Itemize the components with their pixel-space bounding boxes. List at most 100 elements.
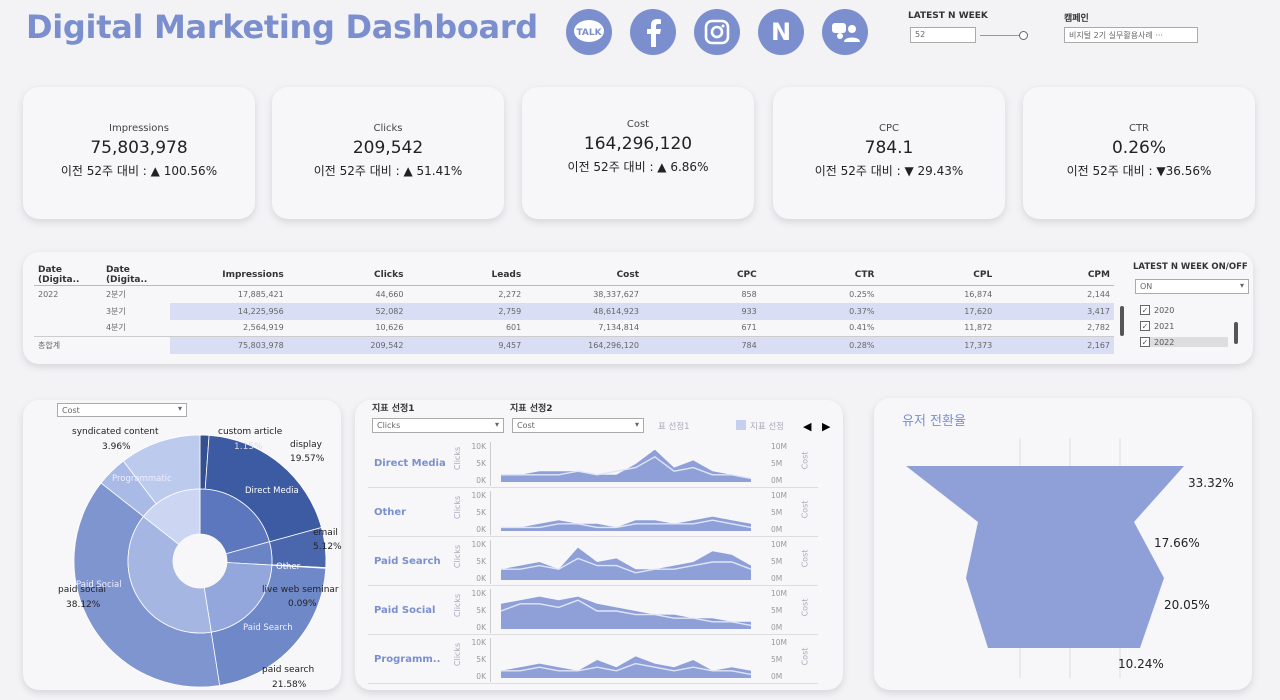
left-tick-label: 10K	[471, 638, 486, 647]
table-cell: 2,759	[407, 302, 526, 320]
trend-row: Programm.. Clicks 10K 5K 0K 10M 5M 0M Cost	[368, 636, 818, 684]
col-header-clicks[interactable]: Clicks	[287, 265, 408, 286]
filter-scrollbar[interactable]	[1234, 322, 1238, 344]
right-tick-label: 0M	[771, 525, 783, 534]
metric-trend-panel	[355, 400, 843, 690]
page-title: Digital Marketing Dashboard	[26, 8, 538, 46]
left-tick-label: 0K	[476, 525, 486, 534]
right-tick-label: 5M	[771, 655, 783, 664]
trend-area	[501, 449, 751, 482]
right-axis-label: Cost	[800, 500, 810, 519]
right-tick-label: 0M	[771, 574, 783, 583]
sunburst-inner-ring	[127, 488, 273, 634]
right-tick-label: 10M	[771, 589, 788, 598]
table-scrollbar[interactable]	[1120, 306, 1124, 336]
kpi-label: CTR	[1128, 123, 1150, 134]
kpi-value: 0.26%	[1111, 138, 1166, 158]
left-tick-label: 10K	[471, 540, 486, 549]
checkbox-icon[interactable]: ✓	[1140, 321, 1150, 331]
table-cell: 2,782	[1087, 323, 1110, 333]
table-cell: 44,660	[375, 289, 404, 299]
instagram-icon[interactable]	[694, 9, 740, 55]
table-cell-date	[34, 303, 102, 320]
year-checkbox-2022[interactable]: ✓ 2022	[1140, 337, 1228, 347]
trend-sparkline	[490, 589, 752, 633]
col-header-date1[interactable]: Date (Digita..	[34, 265, 102, 286]
pct-display: 19.57%	[290, 454, 325, 464]
table-cell: 17,373	[878, 336, 997, 354]
naver-icon[interactable]: N	[758, 9, 804, 55]
table-cell: 2,167	[996, 336, 1114, 354]
left-axis-label: Clicks	[453, 495, 463, 520]
trend-line	[500, 599, 752, 627]
campaign-select[interactable]: 비지털 2기 실무활용사례 ···	[1064, 27, 1198, 43]
table-cell: 75,803,978	[169, 336, 288, 354]
checkbox-icon[interactable]: ✓	[1140, 305, 1150, 315]
week-slider-track[interactable]	[980, 35, 1024, 36]
col-header-cpc[interactable]: CPC	[643, 265, 761, 286]
inner-label-paid-social: Paid Social	[76, 580, 122, 590]
right-tick-label: 10M	[771, 491, 788, 500]
kpi-value: 784.1	[864, 138, 914, 158]
col-header-cpm[interactable]: CPM	[996, 265, 1114, 286]
trend-row-label: Programm..	[374, 654, 441, 665]
col-header-cost[interactable]: Cost	[525, 265, 644, 286]
right-axis-label: Cost	[800, 598, 810, 617]
latest-n-week-input[interactable]: 52	[910, 27, 976, 43]
scroll-right-icon[interactable]: ▶	[822, 420, 831, 433]
filter-select[interactable]: ON ▾	[1135, 279, 1249, 294]
scroll-left-icon[interactable]: ◀	[803, 420, 812, 433]
table-row[interactable]: 2022 2분기 17,885,421 44,660 2,272 38,337,627 85…	[34, 286, 1114, 303]
metric-select1[interactable]: Clicks ▾	[372, 418, 504, 433]
facebook-icon[interactable]	[630, 9, 676, 55]
table-cell: 164,296,120	[525, 336, 644, 354]
chevron-down-icon: ▾	[494, 420, 499, 429]
left-tick-label: 5K	[476, 557, 486, 566]
left-axis-label: Clicks	[453, 642, 463, 667]
filter-label: LATEST N WEEK ON/OFF	[1133, 262, 1248, 272]
table-row[interactable]: 3분기 14,225,956 52,082 2,759 48,614,923 933 0.3…	[34, 302, 1114, 320]
table-row[interactable]: 4분기 2,564,919 10,626 601 7,134,814 671 0.41% 11…	[34, 320, 1114, 337]
year-checkbox-2020[interactable]: ✓ 2020	[1140, 305, 1174, 315]
col-header-leads[interactable]: Leads	[407, 265, 526, 286]
right-tick-label: 0M	[771, 476, 783, 485]
trend-sparkline	[490, 491, 752, 535]
pct-paid-social: 38.12%	[66, 600, 101, 610]
col-header-cpl[interactable]: CPL	[878, 265, 997, 286]
left-axis-label: Clicks	[453, 544, 463, 569]
trend-sparkline	[490, 540, 752, 584]
label-custom-article: custom article	[218, 427, 283, 437]
funnel-stage-1: 33.32%	[1188, 476, 1234, 490]
funnel-title: 유저 전환율	[902, 414, 966, 429]
kpi-value: 164,296,120	[583, 134, 693, 154]
metric-select2[interactable]: Cost ▾	[512, 418, 644, 433]
table-cell: 3,417	[996, 302, 1114, 320]
table-cell: 0.28%	[760, 336, 879, 354]
left-tick-label: 0K	[476, 574, 486, 583]
select-value: Clicks	[377, 421, 401, 430]
week-slider-handle[interactable]	[1019, 31, 1028, 40]
chevron-down-icon: ▾	[634, 420, 639, 429]
trend-sparkline	[490, 638, 752, 682]
year-label: 2022	[1154, 337, 1175, 347]
table-total-row[interactable]: 총합계 75,803,978 209,542 9,457 164,296,120 784 0…	[34, 336, 1114, 354]
col-header-impressions[interactable]: Impressions	[169, 265, 288, 286]
year-checkbox-2021[interactable]: ✓ 2021	[1140, 321, 1174, 331]
left-tick-label: 5K	[476, 655, 486, 664]
table-cell: 601	[505, 323, 522, 333]
checkbox-icon[interactable]: ✓	[1140, 337, 1150, 347]
kpi-label: Cost	[626, 119, 650, 130]
col-header-date2[interactable]: Date (Digita..	[101, 265, 170, 286]
funnel-stage-4: 10.24%	[1118, 657, 1164, 671]
kpi-card-ctr: CTR 0.26% 이전 52주 대비 : ▼36.56%	[1023, 87, 1255, 219]
legend-swatch-icon	[736, 420, 746, 430]
sunburst-metric-select[interactable]: Cost ▾	[57, 403, 187, 417]
filter-select-value: ON	[1140, 282, 1153, 291]
community-icon[interactable]	[822, 9, 868, 55]
kakaotalk-icon[interactable]: TALK	[566, 9, 612, 55]
col-header-ctr[interactable]: CTR	[760, 265, 879, 286]
trend-row-label: Direct Media	[374, 458, 446, 469]
table-cell-date: 3분기	[105, 306, 126, 316]
left-tick-label: 5K	[476, 508, 486, 517]
pct-paid-search: 21.58%	[272, 680, 307, 690]
